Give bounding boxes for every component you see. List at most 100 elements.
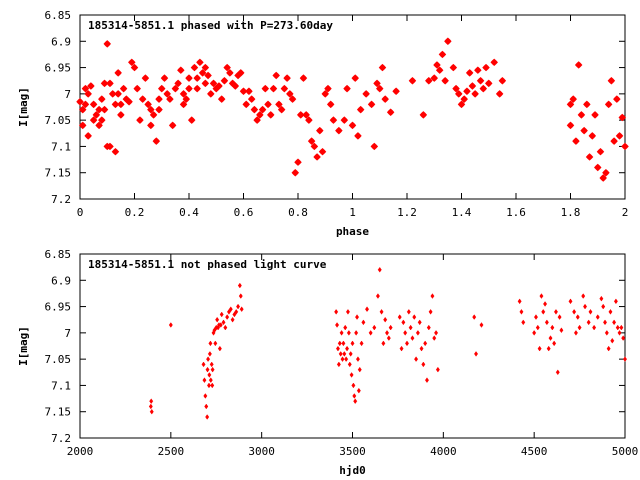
- unphased-data-point: [335, 345, 340, 352]
- unphased-data-point: [210, 366, 215, 373]
- unphased-data-point: [619, 324, 624, 331]
- unphased-data-point: [365, 306, 370, 313]
- unphased-data-point: [351, 382, 356, 389]
- phased-data-point: [351, 74, 359, 82]
- unphased-data-point: [601, 303, 606, 310]
- phased-data-point: [452, 84, 460, 93]
- unphased-data-point: [379, 308, 384, 315]
- phased-data-point: [425, 76, 433, 85]
- unphased-y-tick-label: 7.15: [45, 406, 72, 419]
- phased-data-point: [114, 69, 122, 77]
- unphased-data-point: [434, 330, 439, 336]
- phased-x-tick-label: 1.2: [397, 206, 417, 219]
- phased-data-point: [376, 84, 384, 93]
- unphased-y-tick-label: 7: [64, 327, 71, 340]
- phased-data-point: [474, 66, 482, 74]
- unphased-data-point: [399, 345, 404, 352]
- phased-data-point: [316, 126, 324, 135]
- phased-chart-title: 185314-5851.1 phased with P=273.60day: [88, 19, 333, 32]
- phased-data-point: [269, 84, 278, 93]
- phased-y-axis-label: I[mag]: [17, 87, 30, 127]
- unphased-data-point: [350, 340, 355, 347]
- unphased-data-point: [583, 303, 588, 310]
- unphased-data-point: [541, 308, 546, 315]
- unphased-data-point: [219, 311, 224, 318]
- phased-data-point: [242, 100, 250, 109]
- phased-data-point: [604, 100, 613, 109]
- phased-data-point: [599, 174, 607, 182]
- phased-data-point: [340, 116, 349, 124]
- unphased-data-point: [521, 319, 526, 326]
- phased-data-point: [302, 111, 310, 119]
- unphased-data-point: [544, 319, 549, 326]
- unphased-data-point: [356, 387, 361, 394]
- phased-data-point: [128, 58, 136, 67]
- phased-data-point: [177, 66, 185, 74]
- phased-data-point: [310, 142, 319, 151]
- phased-y-tick-label: 7.2: [51, 193, 71, 206]
- unphased-data-point: [206, 382, 211, 389]
- phased-data-point: [117, 100, 125, 109]
- phased-data-point: [277, 105, 286, 114]
- unphased-data-point: [341, 340, 346, 347]
- unphased-data-point: [604, 330, 609, 336]
- phased-data-point: [321, 90, 329, 98]
- unphased-data-point: [606, 345, 611, 352]
- phased-data-point: [476, 76, 485, 85]
- phased-data-point: [106, 79, 114, 88]
- unphased-data-point: [207, 372, 212, 378]
- phased-data-point: [125, 98, 133, 106]
- phased-data-point: [313, 153, 321, 161]
- phased-data-point: [81, 84, 90, 93]
- unphased-data-point: [361, 319, 366, 326]
- phased-data-point: [84, 132, 92, 140]
- phased-data-point: [607, 76, 616, 85]
- phased-data-point: [185, 84, 193, 93]
- unphased-y-tick-label: 6.85: [45, 248, 72, 261]
- unphased-data-point: [621, 335, 626, 341]
- phased-data-point: [307, 137, 316, 145]
- phased-data-point: [220, 76, 229, 85]
- phased-y-tick-label: 7.1: [51, 140, 71, 153]
- phased-data-point: [111, 147, 120, 156]
- unphased-data-point: [336, 361, 341, 368]
- unphased-data-point: [428, 308, 433, 315]
- phased-data-point: [272, 71, 280, 80]
- unphased-data-point: [377, 266, 382, 273]
- unphased-x-tick-label: 2500: [158, 445, 185, 458]
- phased-data-point: [296, 111, 305, 119]
- phased-data-point: [98, 116, 106, 124]
- phased-data-point: [580, 126, 588, 135]
- phased-data-point: [305, 116, 313, 124]
- phased-data-point: [430, 74, 438, 82]
- phased-data-point: [348, 121, 357, 130]
- phased-data-point: [438, 50, 447, 59]
- phased-data-point: [250, 105, 259, 114]
- phased-x-tick-label: 1: [349, 206, 356, 219]
- unphased-data-point: [149, 408, 154, 415]
- unphased-data-point: [357, 366, 362, 373]
- unphased-data-point: [338, 351, 343, 357]
- unphased-data-point: [559, 327, 564, 334]
- unphased-data-point: [533, 314, 538, 320]
- phased-data-point: [95, 105, 103, 114]
- unphased-data-point: [426, 324, 431, 331]
- unphased-data-point: [424, 377, 429, 384]
- phased-data-point: [174, 79, 182, 88]
- unphased-data-point: [401, 319, 406, 326]
- phased-data-point: [354, 132, 362, 140]
- phased-data-point: [356, 105, 365, 114]
- phased-x-tick-label: 0.6: [234, 206, 254, 219]
- phased-data-point: [613, 95, 621, 103]
- phased-data-point: [433, 61, 441, 69]
- phased-x-tick-label: 1.4: [452, 206, 472, 219]
- unphased-data-point: [474, 351, 479, 357]
- phased-data-point: [207, 90, 215, 98]
- phased-y-tick-label: 6.85: [45, 9, 72, 22]
- unphased-data-point: [479, 322, 484, 328]
- unphased-data-point: [410, 335, 415, 341]
- unphased-data-point: [403, 330, 408, 336]
- unphased-data-point: [588, 308, 593, 315]
- phased-data-point: [455, 90, 463, 98]
- phased-data-point: [160, 74, 169, 82]
